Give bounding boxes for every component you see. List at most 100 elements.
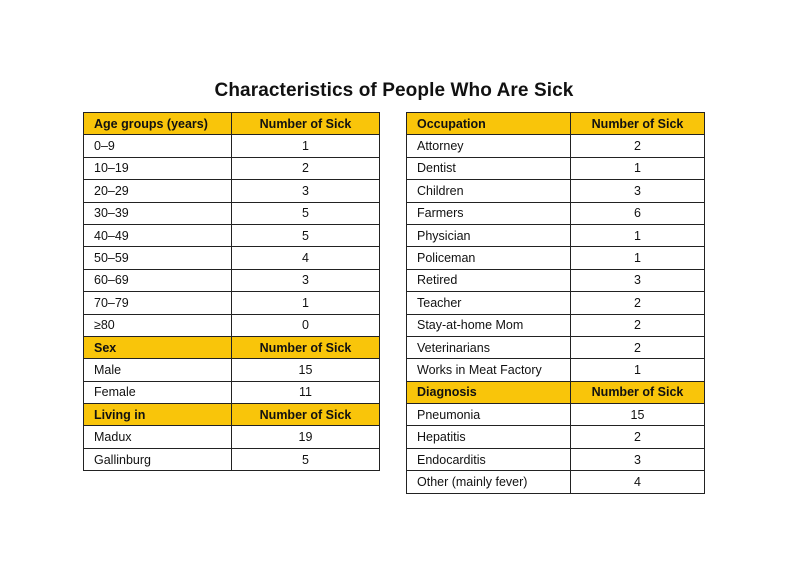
row-count: 2 bbox=[570, 425, 705, 449]
table-row: Teacher 2 bbox=[406, 291, 705, 315]
row-count: 1 bbox=[231, 291, 380, 315]
table-row: Other (mainly fever) 4 bbox=[406, 470, 705, 494]
row-label: 20–29 bbox=[83, 179, 232, 203]
table-row: Endocarditis 3 bbox=[406, 447, 705, 472]
header-cell-count: Number of Sick bbox=[231, 111, 380, 136]
row-count: 2 bbox=[570, 335, 705, 360]
row-count: 2 bbox=[231, 156, 380, 181]
row-label: Attorney bbox=[406, 134, 571, 158]
table-row: Pneumonia 15 bbox=[406, 403, 705, 427]
header-cell-count: Number of Sick bbox=[570, 380, 705, 405]
header-cell-category: Age groups (years) bbox=[83, 111, 232, 136]
row-count: 2 bbox=[570, 291, 705, 315]
row-label: 10–19 bbox=[83, 156, 232, 181]
section-header-diagnosis: Diagnosis Number of Sick bbox=[406, 380, 705, 405]
left-characteristics-table: Age groups (years) Number of Sick 0–9 1 10–1… bbox=[83, 111, 380, 472]
row-count: 3 bbox=[570, 447, 705, 472]
row-count: 1 bbox=[570, 223, 705, 248]
row-count: 6 bbox=[570, 201, 705, 225]
header-cell-category: Sex bbox=[83, 335, 232, 360]
row-label: Endocarditis bbox=[406, 447, 571, 472]
row-count: 5 bbox=[231, 223, 380, 248]
row-count: 1 bbox=[570, 246, 705, 270]
row-label: Retired bbox=[406, 268, 571, 293]
row-count: 11 bbox=[231, 380, 380, 405]
section-header-occupation: Occupation Number of Sick bbox=[406, 111, 705, 136]
table-row: Children 3 bbox=[406, 179, 705, 203]
table-row: Physician 1 bbox=[406, 223, 705, 248]
right-characteristics-table: Occupation Number of Sick Attorney 2 Dentist… bbox=[406, 111, 705, 494]
row-label: Madux bbox=[83, 425, 232, 449]
row-count: 3 bbox=[231, 268, 380, 293]
page-title: Characteristics of People Who Are Sick bbox=[214, 80, 574, 101]
row-count: 4 bbox=[231, 246, 380, 270]
table-row: Male 15 bbox=[83, 358, 380, 382]
row-label: Other (mainly fever) bbox=[406, 470, 571, 494]
row-count: 5 bbox=[231, 201, 380, 225]
table-row: Veterinarians 2 bbox=[406, 335, 705, 360]
table-row: 0–9 1 bbox=[83, 134, 380, 158]
row-label: Male bbox=[83, 358, 232, 382]
row-count: 4 bbox=[570, 470, 705, 494]
row-label: Works in Meat Factory bbox=[406, 358, 571, 382]
header-cell-count: Number of Sick bbox=[231, 403, 380, 427]
row-label: Veterinarians bbox=[406, 335, 571, 360]
row-count: 2 bbox=[570, 313, 705, 337]
row-count: 3 bbox=[570, 179, 705, 203]
table-row: Hepatitis 2 bbox=[406, 425, 705, 449]
row-label: Farmers bbox=[406, 201, 571, 225]
header-cell-count: Number of Sick bbox=[231, 335, 380, 360]
row-label: Stay-at-home Mom bbox=[406, 313, 571, 337]
row-label: Dentist bbox=[406, 156, 571, 181]
table-row: 50–59 4 bbox=[83, 246, 380, 270]
section-header-living-in: Living in Number of Sick bbox=[83, 403, 380, 427]
row-label: Children bbox=[406, 179, 571, 203]
row-count: 3 bbox=[570, 268, 705, 293]
row-label: Female bbox=[83, 380, 232, 405]
row-count: 15 bbox=[231, 358, 380, 382]
row-label: Hepatitis bbox=[406, 425, 571, 449]
header-cell-category: Occupation bbox=[406, 111, 571, 136]
header-cell-count: Number of Sick bbox=[570, 111, 705, 136]
table-row: Farmers 6 bbox=[406, 201, 705, 225]
row-count: 1 bbox=[570, 358, 705, 382]
row-label: 30–39 bbox=[83, 201, 232, 225]
table-row: ≥80 0 bbox=[83, 313, 380, 337]
table-row: Attorney 2 bbox=[406, 134, 705, 158]
table-row: Stay-at-home Mom 2 bbox=[406, 313, 705, 337]
row-count: 2 bbox=[570, 134, 705, 158]
row-label: 40–49 bbox=[83, 223, 232, 248]
header-cell-category: Diagnosis bbox=[406, 380, 571, 405]
table-row: Works in Meat Factory 1 bbox=[406, 358, 705, 382]
row-count: 1 bbox=[570, 156, 705, 181]
row-count: 1 bbox=[231, 134, 380, 158]
row-label: Pneumonia bbox=[406, 403, 571, 427]
table-row: Madux 19 bbox=[83, 425, 380, 449]
table-row: Gallinburg 5 bbox=[83, 447, 380, 472]
row-count: 5 bbox=[231, 447, 380, 472]
table-row: 60–69 3 bbox=[83, 268, 380, 293]
row-label: ≥80 bbox=[83, 313, 232, 337]
table-row: Retired 3 bbox=[406, 268, 705, 293]
table-row: Dentist 1 bbox=[406, 156, 705, 181]
row-label: Policeman bbox=[406, 246, 571, 270]
row-count: 15 bbox=[570, 403, 705, 427]
row-label: 60–69 bbox=[83, 268, 232, 293]
row-label: Gallinburg bbox=[83, 447, 232, 472]
section-header-sex: Sex Number of Sick bbox=[83, 335, 380, 360]
row-count: 19 bbox=[231, 425, 380, 449]
table-row: 70–79 1 bbox=[83, 291, 380, 315]
row-label: 50–59 bbox=[83, 246, 232, 270]
table-row: Policeman 1 bbox=[406, 246, 705, 270]
table-row: 20–29 3 bbox=[83, 179, 380, 203]
table-row: 40–49 5 bbox=[83, 223, 380, 248]
row-label: 0–9 bbox=[83, 134, 232, 158]
table-row: 10–19 2 bbox=[83, 156, 380, 181]
row-label: Physician bbox=[406, 223, 571, 248]
table-row: Female 11 bbox=[83, 380, 380, 405]
row-label: Teacher bbox=[406, 291, 571, 315]
table-row: 30–39 5 bbox=[83, 201, 380, 225]
row-count: 0 bbox=[231, 313, 380, 337]
row-label: 70–79 bbox=[83, 291, 232, 315]
section-header-age-groups-years: Age groups (years) Number of Sick bbox=[83, 111, 380, 136]
